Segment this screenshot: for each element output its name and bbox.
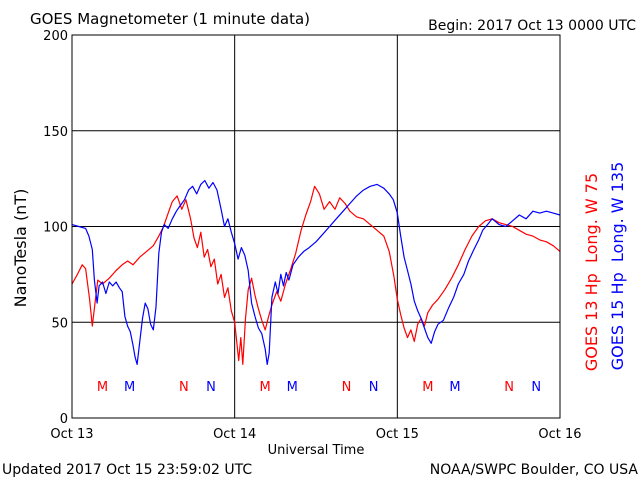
x-tick-label: Oct 13	[50, 427, 93, 442]
begin-label: Begin: 2017 Oct 13 0000 UTC	[428, 18, 636, 34]
marker-m: M	[449, 380, 460, 395]
series-line-goes13	[71, 185, 561, 365]
marker-n: N	[531, 380, 541, 395]
marker-n: N	[504, 380, 514, 395]
marker-m: M	[422, 380, 433, 395]
chart-title: GOES Magnetometer (1 minute data)	[30, 10, 310, 28]
marker-m: M	[260, 380, 271, 395]
y-axis-ticks: 0 50 100 150 200	[43, 29, 68, 427]
marker-m: M	[287, 380, 298, 395]
marker-m: M	[124, 380, 135, 395]
marker-n: N	[342, 380, 352, 395]
y-tick-label: 100	[43, 221, 68, 236]
marker-m: M	[97, 380, 108, 395]
data-series	[71, 179, 561, 365]
marker-n: N	[179, 380, 189, 395]
marker-n: N	[369, 380, 379, 395]
x-tick-label: Oct 16	[538, 427, 581, 442]
y-tick-label: 200	[43, 29, 68, 44]
x-tick-label: Oct 15	[376, 427, 419, 442]
x-axis-ticks: Oct 13 Oct 14 Oct 15 Oct 16	[50, 427, 581, 442]
grid-lines	[72, 35, 560, 418]
y-tick-label: 50	[51, 316, 68, 331]
plot-frame	[71, 34, 561, 419]
y-tick-label: 150	[43, 125, 68, 140]
marker-n: N	[206, 380, 216, 395]
x-tick-label: Oct 14	[213, 427, 256, 442]
legend-goes15: GOES 15 Hp Long. W 135	[608, 162, 627, 370]
source-footer: NOAA/SWPC Boulder, CO USA	[430, 462, 639, 478]
series-line-goes15	[71, 179, 561, 365]
y-axis-label: NanoTesla (nT)	[11, 189, 30, 308]
updated-footer: Updated 2017 Oct 15 23:59:02 UTC	[2, 462, 252, 478]
y-tick-label: 0	[60, 412, 68, 427]
x-axis-label: Universal Time	[268, 443, 365, 458]
legend-goes13: GOES 13 Hp Long. W 75	[582, 173, 601, 371]
